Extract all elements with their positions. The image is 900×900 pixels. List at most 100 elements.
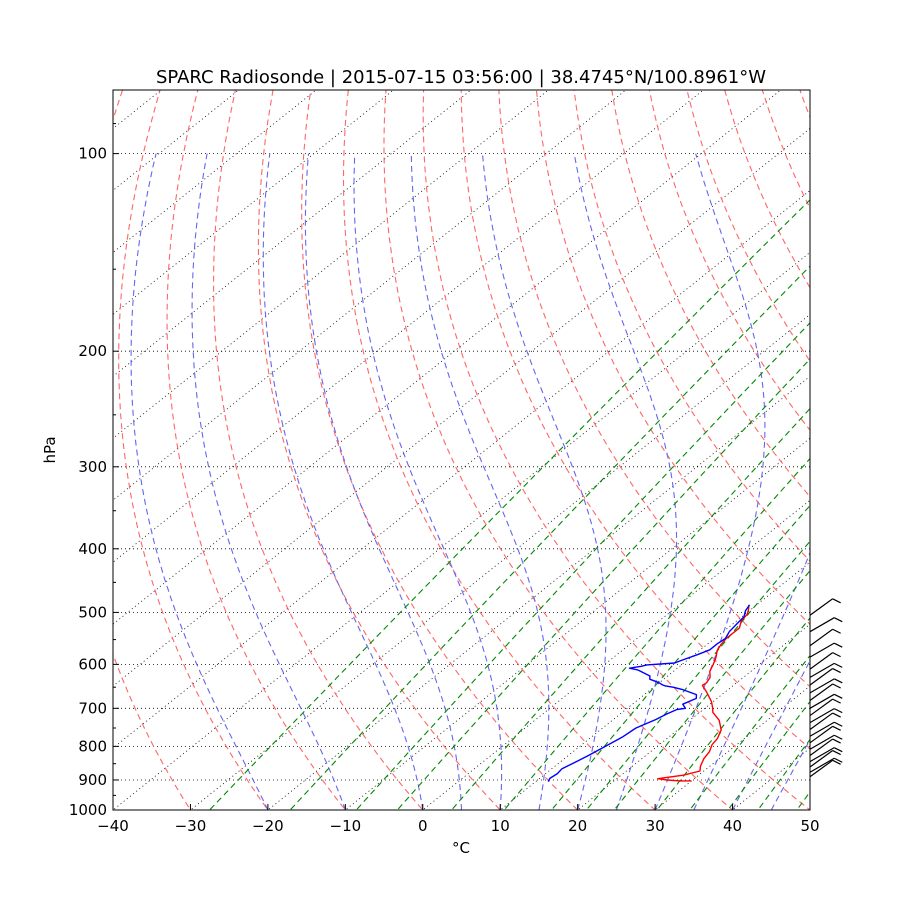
wind-barb-staff xyxy=(809,698,834,717)
wind-barb-flag xyxy=(833,747,843,753)
y-tick-label: 600 xyxy=(78,655,107,673)
mixing-ratio-line xyxy=(289,265,810,810)
temperature-profile-line xyxy=(657,604,750,782)
y-tick-label: 400 xyxy=(78,540,107,558)
moist-adiabat-line xyxy=(654,153,766,810)
wind-barb-staff xyxy=(809,628,834,647)
wind-barb xyxy=(809,757,843,773)
dry-adiabat-line xyxy=(498,90,810,688)
wind-barb-flag xyxy=(832,759,841,765)
y-tick-label: 500 xyxy=(78,603,107,621)
x-tick-label: 40 xyxy=(723,817,742,835)
wind-barb-staff xyxy=(809,598,834,616)
wind-barb-flag xyxy=(832,652,841,658)
mixing-ratio-line xyxy=(503,457,810,810)
wind-barb xyxy=(809,678,843,694)
wind-barb-staff xyxy=(809,662,835,678)
x-axis: −40 −30 −20 −10 0 10 20 30 40 50 xyxy=(97,804,820,835)
x-tick-label: 50 xyxy=(800,817,819,835)
wind-barb-staff xyxy=(809,750,834,768)
moist-adiabat-line xyxy=(481,153,607,810)
wind-barb-flag xyxy=(832,598,841,604)
wind-barb xyxy=(809,642,843,658)
wind-barbs xyxy=(809,598,843,778)
dry-adiabat-line xyxy=(213,90,424,810)
wind-barb-flag xyxy=(832,628,841,634)
wind-barb-flag xyxy=(833,642,843,648)
y-tick-label: 800 xyxy=(78,737,107,755)
y-tick-label: 900 xyxy=(78,771,107,789)
wind-barb-flag xyxy=(833,617,843,623)
wind-barb-flag xyxy=(832,738,841,744)
wind-barb-staff xyxy=(809,708,835,724)
wind-barb xyxy=(809,628,841,647)
wind-barb-flag xyxy=(833,678,843,684)
wind-barb xyxy=(809,652,841,670)
wind-barb xyxy=(809,598,841,616)
wind-barb-staff xyxy=(809,652,834,670)
dry-adiabat-line xyxy=(166,90,347,810)
wind-barb-staff xyxy=(809,725,834,744)
y-tick-label: 300 xyxy=(78,458,107,476)
x-tick-label: −10 xyxy=(330,817,362,835)
x-tick-label: 30 xyxy=(646,817,665,835)
wind-barb xyxy=(809,617,843,633)
y-tick-label: 100 xyxy=(78,145,107,163)
wind-barb-flag xyxy=(833,757,843,763)
sounding-profiles xyxy=(547,604,751,782)
wind-barb-staff xyxy=(809,738,834,756)
wind-barb-staff xyxy=(809,668,834,686)
wind-barb-flag xyxy=(833,708,843,714)
moist-adiabat-line xyxy=(130,153,269,810)
x-tick-label: 20 xyxy=(568,817,587,835)
moist-adiabat-line xyxy=(770,738,810,810)
y-tick-label: 700 xyxy=(78,699,107,717)
y-axis: 100 200 300 400 500 600 700 800 900 1000 xyxy=(69,89,119,819)
wind-barb-staff xyxy=(809,747,835,763)
wind-barb xyxy=(809,693,843,709)
wind-barb xyxy=(809,683,841,701)
wind-barb-flag xyxy=(832,698,841,704)
dry-adiabat-line xyxy=(301,90,579,810)
y-tick-label: 1000 xyxy=(69,801,107,819)
wind-barb-flag xyxy=(833,734,843,740)
dry-adiabat-line xyxy=(342,90,656,810)
dry-adiabat-line xyxy=(648,90,810,432)
wind-barb-staff xyxy=(809,712,834,730)
wind-barb-staff xyxy=(809,759,834,778)
wind-barb xyxy=(809,721,843,737)
dry-adiabat-line xyxy=(118,90,269,810)
wind-barb xyxy=(809,662,843,678)
wind-barb xyxy=(809,750,841,768)
wind-barb xyxy=(809,734,843,750)
wind-barb-staff xyxy=(809,617,835,633)
moist-adiabat-line xyxy=(693,551,810,810)
dry-adiabat-line xyxy=(422,90,810,810)
wind-barb-staff xyxy=(809,721,835,737)
dewpoint-profile-line xyxy=(547,604,751,782)
wind-barb xyxy=(809,747,843,763)
dry-adiabat-line xyxy=(611,90,810,498)
wind-barb-staff xyxy=(809,757,835,773)
mixing-ratio-line xyxy=(396,358,810,810)
dry-adiabat-line xyxy=(383,90,734,810)
x-tick-label: −20 xyxy=(252,817,284,835)
moist-adiabat-line xyxy=(191,153,346,810)
wind-barb-staff xyxy=(809,678,835,694)
wind-barb-flag xyxy=(832,683,841,689)
wind-barb-staff xyxy=(809,693,835,709)
dry-adiabat-line xyxy=(535,90,810,626)
dry-adiabat-line xyxy=(257,90,501,810)
mixing-ratio-line xyxy=(208,199,810,810)
wind-barb-flag xyxy=(832,725,841,731)
moist-adiabat-line xyxy=(410,153,550,810)
dry-adiabat-line xyxy=(573,90,810,562)
y-tick-label: 200 xyxy=(78,342,107,360)
x-tick-label: −30 xyxy=(175,817,207,835)
mixing-ratio-line xyxy=(450,407,810,810)
wind-barb-flag xyxy=(833,693,843,699)
wind-barb-staff xyxy=(809,642,835,658)
plot-frame xyxy=(112,89,811,811)
